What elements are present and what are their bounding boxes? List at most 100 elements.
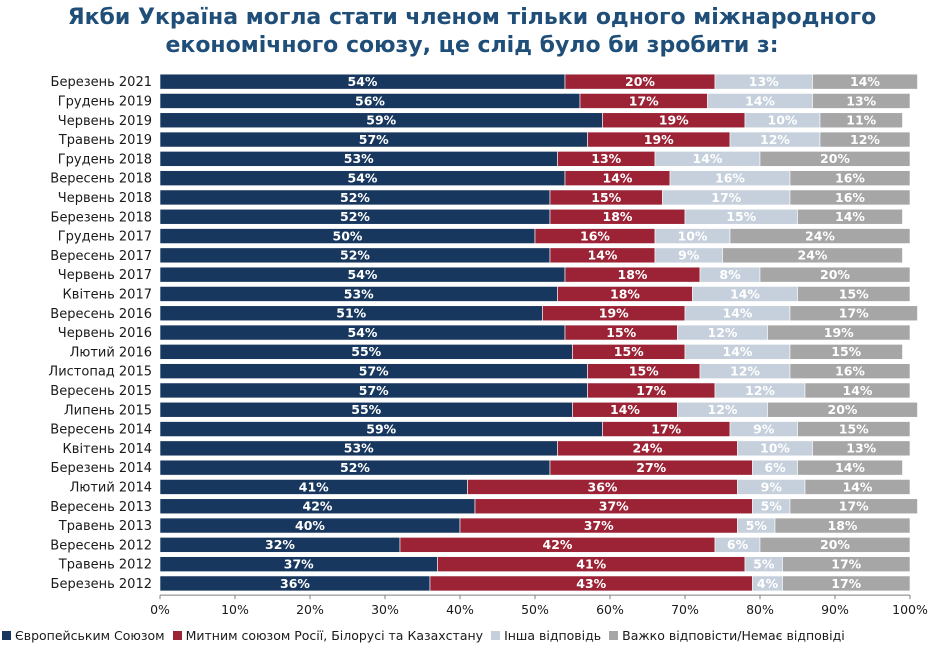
category-label: Липень 2015 bbox=[64, 403, 152, 418]
data-label: 42% bbox=[543, 537, 573, 552]
category-label: Вересень 2015 bbox=[50, 384, 152, 399]
data-label: 14% bbox=[603, 170, 633, 185]
x-tick-label: 100% bbox=[892, 602, 928, 617]
data-label: 24% bbox=[798, 248, 828, 263]
data-label: 12% bbox=[708, 325, 738, 340]
category-label: Вересень 2014 bbox=[50, 423, 152, 438]
legend-swatch bbox=[609, 631, 619, 640]
bar-segment bbox=[789, 344, 903, 360]
data-label: 14% bbox=[588, 248, 618, 263]
bar-segment bbox=[789, 305, 918, 322]
bar-segment bbox=[729, 228, 911, 244]
legend-swatch bbox=[2, 631, 11, 640]
data-label: 52% bbox=[340, 190, 370, 205]
data-label: 18% bbox=[618, 267, 648, 282]
bar-segment bbox=[797, 286, 911, 302]
legend-swatch bbox=[172, 631, 182, 640]
data-label: 15% bbox=[606, 325, 636, 340]
x-tick-label: 70% bbox=[671, 602, 699, 617]
x-tick-label: 0% bbox=[150, 602, 170, 617]
data-label: 8% bbox=[719, 267, 741, 282]
data-label: 13% bbox=[749, 74, 779, 89]
data-label: 10% bbox=[678, 228, 708, 243]
data-label: 53% bbox=[344, 441, 374, 456]
data-label: 20% bbox=[820, 537, 850, 552]
category-label: Березень 2021 bbox=[51, 75, 152, 90]
data-label: 10% bbox=[760, 441, 790, 456]
data-label: 12% bbox=[760, 132, 790, 147]
legend-item: Інша відповідь bbox=[491, 628, 601, 643]
data-label: 17% bbox=[839, 306, 869, 321]
data-label: 15% bbox=[726, 209, 756, 224]
stacked-bar-chart: Березень 2021 Грудень 2019 Червень 2019 Тра… bbox=[48, 73, 928, 617]
data-label: 13% bbox=[846, 93, 876, 108]
chart-legend: Європейським Союзом Митним союзом Росії, … bbox=[2, 628, 944, 647]
data-label: 32% bbox=[265, 537, 295, 552]
data-label: 5% bbox=[753, 556, 775, 571]
data-label: 50% bbox=[333, 228, 363, 243]
data-label: 9% bbox=[753, 421, 775, 436]
data-label: 17% bbox=[831, 576, 861, 591]
bar-segment bbox=[759, 151, 911, 167]
data-label: 24% bbox=[805, 228, 835, 243]
data-label: 14% bbox=[835, 209, 865, 224]
bar-segment bbox=[782, 575, 911, 592]
data-label: 37% bbox=[284, 556, 314, 571]
data-label: 9% bbox=[678, 248, 700, 263]
category-label: Вересень 2017 bbox=[50, 249, 152, 264]
bar-segment bbox=[819, 131, 911, 148]
category-label: Лютий 2014 bbox=[70, 480, 152, 495]
bar-segment bbox=[789, 170, 911, 186]
data-label: 52% bbox=[340, 460, 370, 475]
data-label: 14% bbox=[843, 479, 873, 494]
x-tick-label: 20% bbox=[296, 602, 324, 617]
bar-segment bbox=[789, 363, 911, 379]
chart-title: Якби Україна могла стати членом тільки о… bbox=[67, 5, 877, 58]
legend-label: Європейським Союзом bbox=[15, 628, 165, 643]
data-label: 16% bbox=[835, 190, 865, 205]
category-label: Червень 2018 bbox=[58, 191, 152, 206]
category-label: Листопад 2015 bbox=[48, 365, 152, 380]
data-label: 57% bbox=[359, 383, 389, 398]
category-label: Травень 2019 bbox=[58, 133, 152, 148]
data-label: 17% bbox=[839, 499, 869, 514]
category-label: Травень 2012 bbox=[58, 558, 152, 573]
data-label: 55% bbox=[351, 344, 381, 359]
data-label: 20% bbox=[828, 402, 858, 417]
data-label: 14% bbox=[730, 286, 760, 301]
bar-segment bbox=[797, 208, 903, 225]
bar-segment bbox=[812, 440, 911, 457]
bar-segment bbox=[722, 247, 903, 264]
data-label: 14% bbox=[610, 402, 640, 417]
data-label: 54% bbox=[348, 325, 378, 340]
data-label: 17% bbox=[636, 383, 666, 398]
data-label: 15% bbox=[629, 363, 659, 378]
bar-segment bbox=[782, 556, 911, 572]
data-label: 37% bbox=[584, 518, 614, 533]
bar-segment bbox=[767, 324, 911, 341]
data-label: 55% bbox=[351, 402, 381, 417]
category-label: Березень 2014 bbox=[51, 461, 152, 476]
data-label: 17% bbox=[831, 556, 861, 571]
data-label: 19% bbox=[659, 113, 689, 128]
data-label: 14% bbox=[723, 344, 753, 359]
category-label: Травень 2013 bbox=[58, 519, 152, 534]
data-label: 14% bbox=[723, 306, 753, 321]
data-label: 15% bbox=[614, 344, 644, 359]
data-label: 59% bbox=[366, 113, 396, 128]
data-label: 36% bbox=[588, 479, 618, 494]
x-tick-label: 30% bbox=[371, 602, 399, 617]
data-label: 12% bbox=[745, 383, 775, 398]
data-label: 9% bbox=[761, 479, 783, 494]
data-label: 59% bbox=[366, 421, 396, 436]
data-label: 16% bbox=[835, 363, 865, 378]
data-label: 15% bbox=[839, 421, 869, 436]
data-label: 6% bbox=[727, 537, 749, 552]
data-label: 14% bbox=[843, 383, 873, 398]
data-label: 18% bbox=[603, 209, 633, 224]
data-label: 52% bbox=[340, 209, 370, 224]
data-label: 14% bbox=[693, 151, 723, 166]
category-label: Червень 2016 bbox=[58, 326, 152, 341]
category-label: Березень 2018 bbox=[51, 210, 152, 225]
bar-segment bbox=[759, 537, 911, 553]
